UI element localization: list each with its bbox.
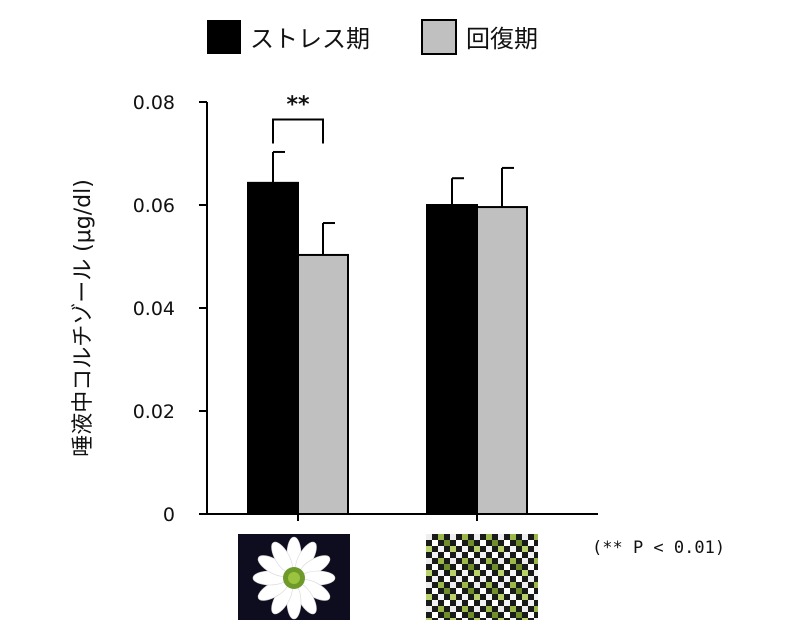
bar-recovery-flower (297, 253, 349, 516)
category-image-mosaic (426, 534, 538, 620)
bar-recovery-mosaic (476, 206, 528, 515)
mosaic-icon (426, 534, 538, 620)
legend-label-recovery: 回復期 (466, 25, 538, 53)
bar-stress-flower (247, 181, 299, 515)
legend-label-stress: ストレス期 (250, 25, 370, 53)
y-tick-label: 0.06 (133, 195, 175, 217)
y-tick-label: 0.04 (133, 298, 175, 320)
error-bars (272, 150, 514, 255)
y-tick-label: 0.08 (133, 92, 175, 114)
category-image-flower (238, 534, 350, 620)
y-axis-ticks: 0 0.02 0.04 0.06 0.08 (133, 92, 207, 526)
legend-swatch-stress (207, 20, 241, 54)
legend-swatch-recovery (421, 19, 457, 55)
flower-icon (252, 536, 336, 620)
y-tick-label: 0.02 (133, 401, 175, 423)
significance-note: (** P < 0.01) (592, 538, 725, 558)
bars (247, 181, 528, 516)
y-axis-label: 唾液中コルチゾール (μg/dl) (71, 179, 96, 457)
significance-bracket (272, 118, 324, 144)
y-tick-label: 0 (163, 504, 175, 526)
significance-label: ** (286, 93, 310, 118)
legend: ストレス期 回復期 (207, 19, 538, 55)
significance-marker: ** (272, 93, 324, 144)
bar-stress-mosaic (426, 204, 478, 515)
